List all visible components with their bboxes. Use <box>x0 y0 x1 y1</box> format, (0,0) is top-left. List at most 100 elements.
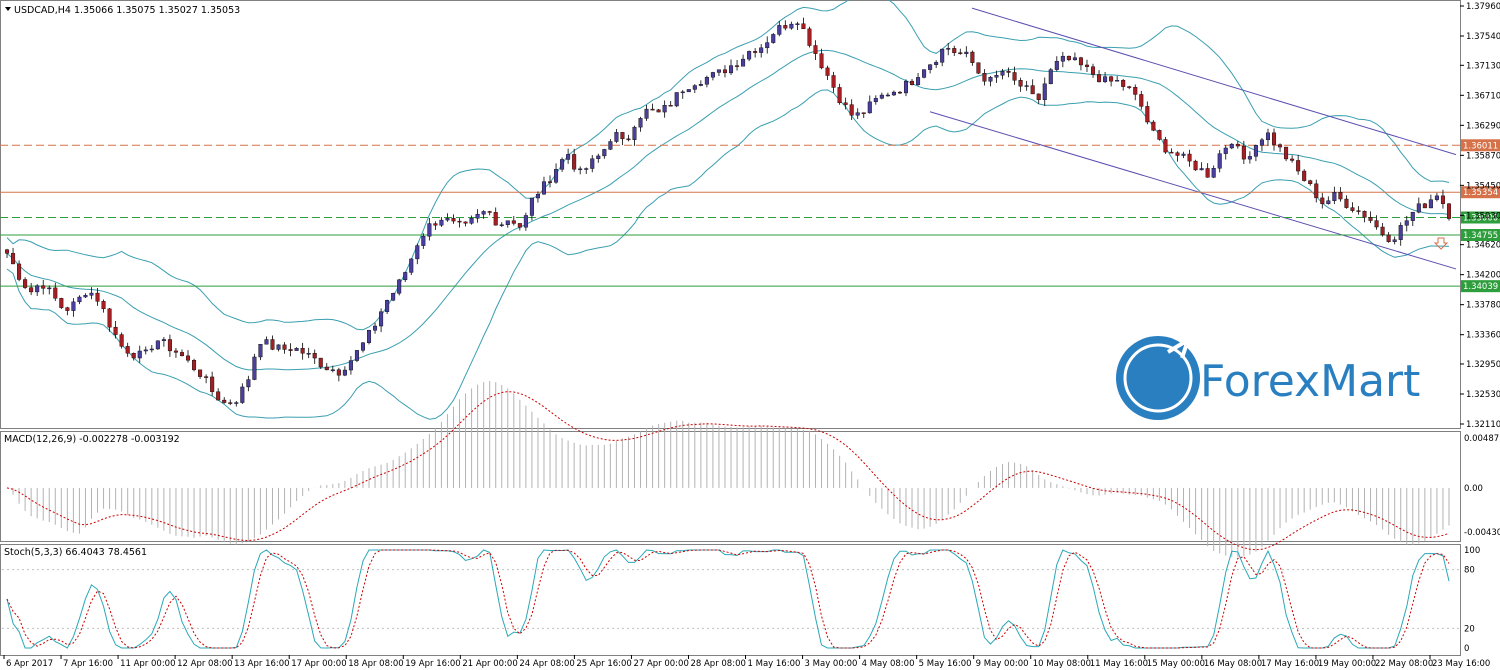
candle-body <box>391 293 396 301</box>
candle-body <box>1356 210 1361 212</box>
x-tick-label: 7 Apr 16:00 <box>63 659 113 669</box>
candle-body <box>1422 203 1427 209</box>
candle-body <box>976 62 981 74</box>
candle-body <box>698 84 703 86</box>
candle-body <box>53 287 58 299</box>
candle-body <box>916 77 921 85</box>
candle-body <box>722 69 727 74</box>
level-tag <box>1461 280 1500 293</box>
x-tick-label: 23 May 16:00 <box>1432 659 1490 669</box>
candle-body <box>765 42 770 49</box>
candle-body <box>161 339 166 342</box>
forexmart-logo: ForexMart <box>1116 335 1420 420</box>
candle-body <box>626 138 631 141</box>
level-tag-label: 1.34755 <box>1463 231 1498 241</box>
logo-arrow-icon <box>1166 335 1192 359</box>
candle-body <box>879 94 884 99</box>
candle-body <box>1344 198 1349 208</box>
candle-body <box>1078 57 1083 66</box>
candle-body <box>1440 195 1445 204</box>
candle-body <box>95 292 100 302</box>
candle-body <box>560 159 565 170</box>
x-tick-label: 27 Apr 00:00 <box>633 659 688 669</box>
candle-body <box>674 92 679 107</box>
candle-body <box>602 149 607 157</box>
candle-body <box>1265 132 1270 141</box>
candle-body <box>186 355 191 361</box>
candle-body <box>288 349 293 351</box>
candle-body <box>566 154 571 160</box>
candle-body <box>783 25 788 29</box>
candle-body <box>1199 168 1204 171</box>
y-tick-label: 1.37540 <box>1466 32 1500 42</box>
candle-body <box>680 91 685 94</box>
candle-body <box>270 339 275 350</box>
candle-body <box>119 334 124 347</box>
y-tick-label: 1.33780 <box>1466 301 1500 311</box>
y-tick-label: 1.33360 <box>1466 331 1500 341</box>
stoch-tick-label: 20 <box>1464 624 1475 634</box>
candle-body <box>891 91 896 96</box>
candle-body <box>1127 86 1132 88</box>
candle-body <box>1217 153 1222 169</box>
candle-body <box>143 349 148 352</box>
candle-body <box>457 220 462 223</box>
candle-body <box>415 245 420 260</box>
candle-body <box>885 94 890 97</box>
candle-body <box>535 193 540 199</box>
candle-body <box>23 279 28 288</box>
y-tick-label: 1.32950 <box>1466 360 1500 370</box>
candle-body <box>1145 106 1150 123</box>
candle-body <box>1235 143 1240 147</box>
candle-body <box>843 102 848 105</box>
candle-body <box>554 169 559 183</box>
candle-body <box>1205 168 1210 178</box>
candle-body <box>1060 55 1065 62</box>
candle-body <box>149 348 154 351</box>
logo-text: ForexMart <box>1200 356 1420 407</box>
macd-signal-line <box>6 391 1450 551</box>
dropdown-triangle-icon[interactable] <box>5 7 11 11</box>
candle-body <box>1434 195 1439 200</box>
x-tick-label: 21 Apr 00:00 <box>462 659 517 669</box>
candle-body <box>385 300 390 312</box>
macd-tick-label: 0.00487 <box>1464 434 1499 444</box>
x-tick-label: 28 Apr 08:00 <box>690 659 745 669</box>
candle-body <box>198 369 203 377</box>
candle-body <box>1006 70 1011 73</box>
main-title: USDCAD,H4 1.35066 1.35075 1.35027 1.3505… <box>14 5 240 16</box>
candle-body <box>336 369 341 376</box>
candle-body <box>451 218 456 222</box>
candle-body <box>988 77 993 82</box>
candle-body <box>252 356 257 380</box>
candle-body <box>716 69 721 73</box>
candle-body <box>107 308 112 328</box>
candle-body <box>1163 139 1168 153</box>
x-tick-label: 19 Apr 16:00 <box>405 659 460 669</box>
candle-body <box>1410 211 1415 221</box>
candle-body <box>101 301 106 310</box>
candle-body <box>825 67 830 76</box>
candle-body <box>523 215 528 228</box>
candle-body <box>113 326 118 335</box>
candle-body <box>499 224 504 226</box>
candle-body <box>1091 66 1096 75</box>
candle-body <box>572 154 577 170</box>
candle-body <box>897 91 902 94</box>
candle-body <box>1404 220 1409 226</box>
candle-body <box>511 220 516 224</box>
candle-body <box>1386 234 1391 242</box>
candle-body <box>421 235 426 246</box>
candle-body <box>813 45 818 54</box>
candle-body <box>795 23 800 25</box>
x-tick-label: 17 May 16:00 <box>1261 659 1319 669</box>
candle-body <box>41 285 46 289</box>
candle-body <box>1392 239 1397 242</box>
candle-body <box>801 23 806 30</box>
candle-body <box>596 155 601 159</box>
candle-body <box>1272 132 1277 145</box>
candle-body <box>849 104 854 116</box>
candle-body <box>240 386 245 403</box>
candle-body <box>1314 183 1319 199</box>
